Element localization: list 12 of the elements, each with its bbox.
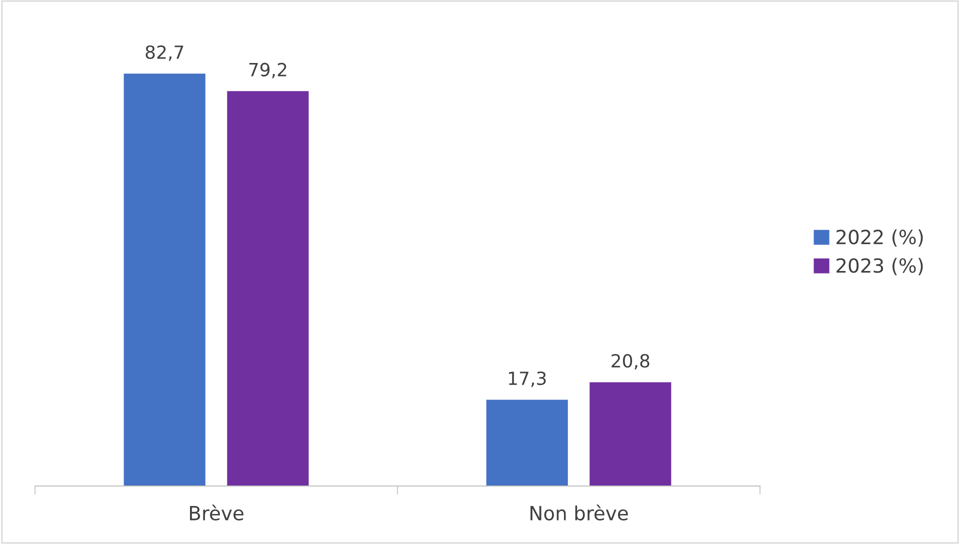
- legend-label: 2022 (%): [836, 229, 923, 247]
- bar: [227, 91, 309, 486]
- x-tick-label: Brève: [190, 504, 244, 520]
- bar: [124, 74, 206, 486]
- data-label: 17,3: [508, 371, 546, 387]
- x-tick-label: Non brève: [530, 504, 628, 520]
- data-label: 79,2: [249, 62, 286, 78]
- legend-label: 2023 (%): [836, 258, 923, 276]
- data-label: 20,8: [612, 354, 650, 370]
- bar: [486, 400, 568, 486]
- bar: [590, 382, 672, 486]
- data-label: 82,7: [146, 45, 184, 61]
